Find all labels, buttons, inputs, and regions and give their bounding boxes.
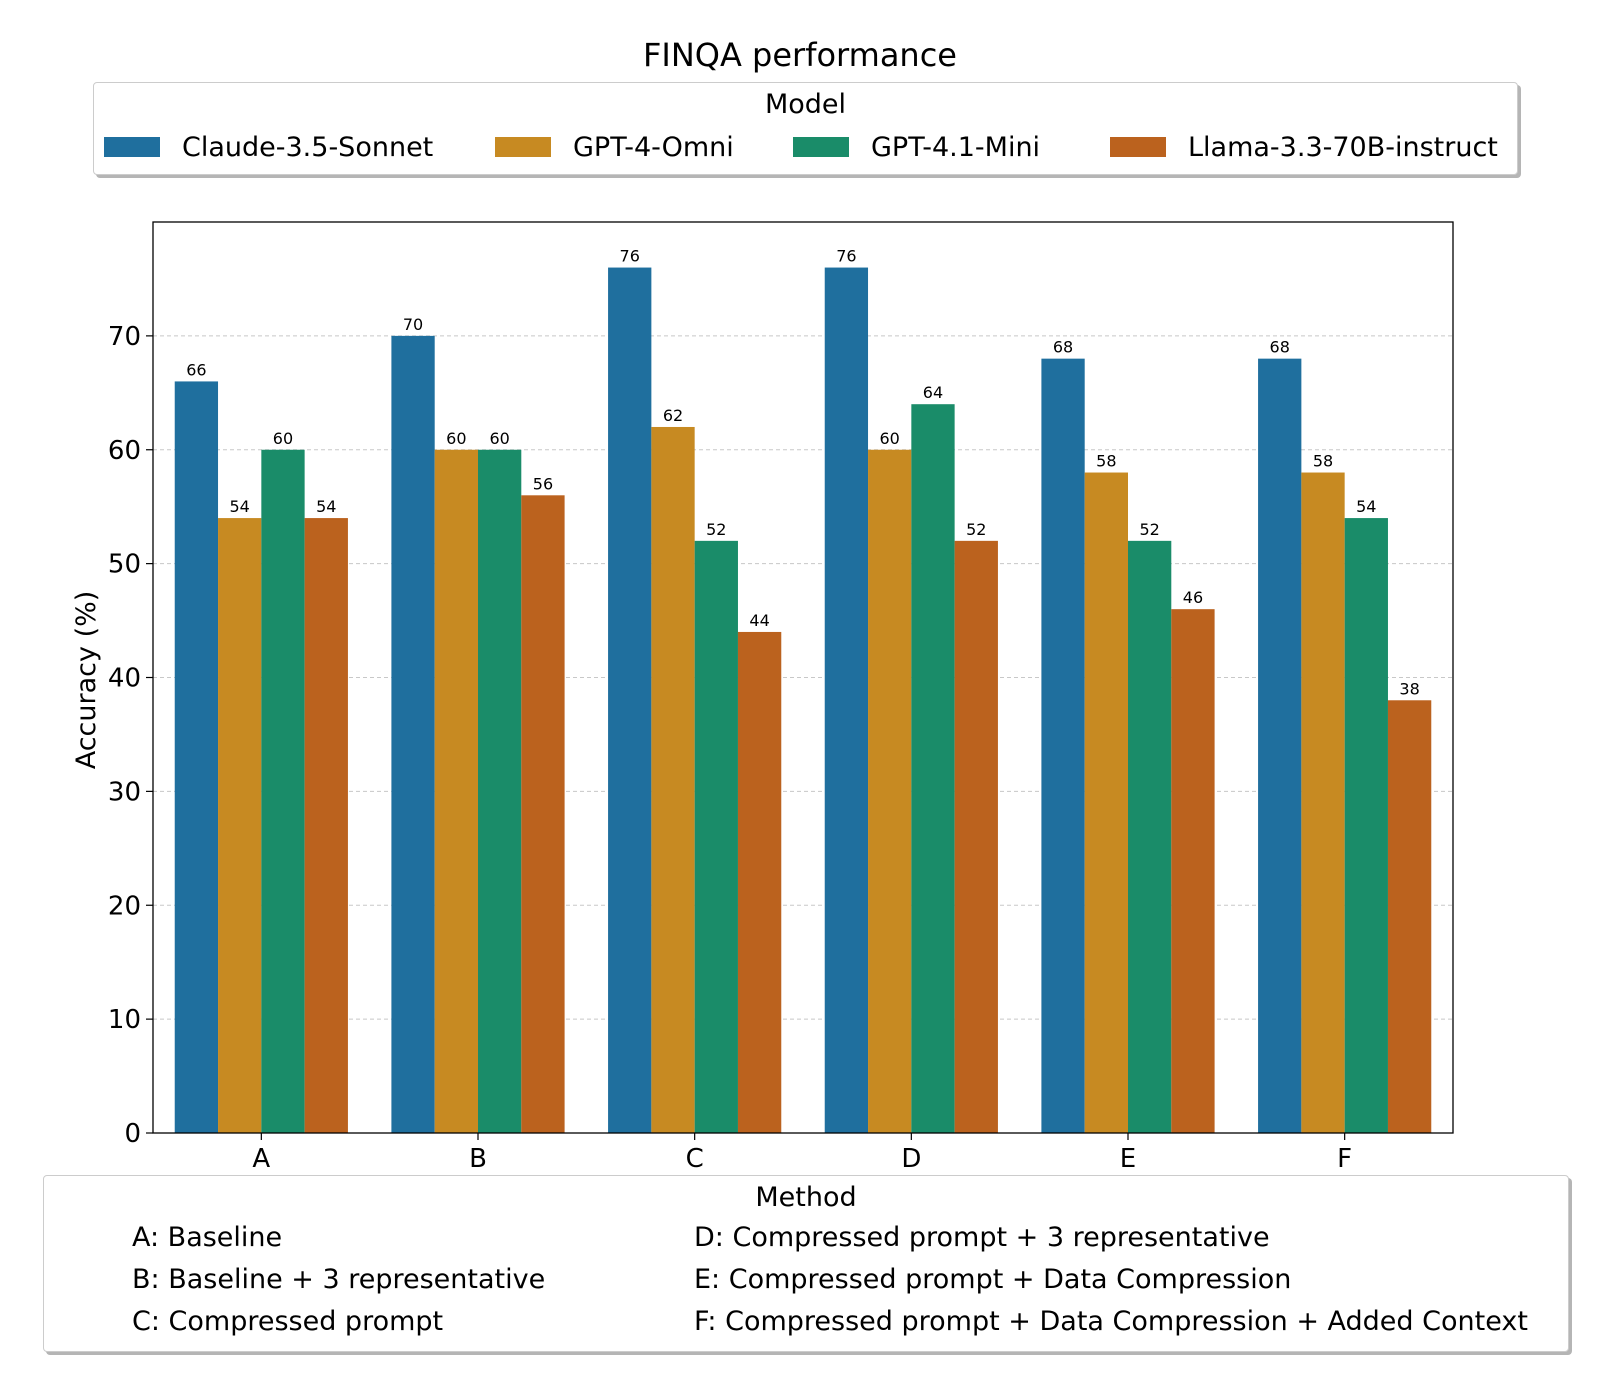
bar-F-1: [1301, 472, 1345, 1133]
x-tick-label-E: E: [1120, 1144, 1136, 1174]
value-label-B-0: 70: [403, 315, 423, 334]
bar-E-1: [1084, 472, 1128, 1133]
bar-B-1: [434, 449, 478, 1133]
value-label-A-3: 54: [316, 497, 336, 516]
x-tick-label-D: D: [901, 1144, 921, 1174]
legend-label-llama: Llama-3.3-70B-instruct: [1188, 131, 1498, 163]
legend-label-claude: Claude-3.5-Sonnet: [182, 131, 434, 163]
method-item-a: A: Baseline: [132, 1222, 283, 1253]
value-label-A-0: 66: [186, 360, 206, 379]
legend-item-llama: Llama-3.3-70B-instruct: [1110, 129, 1498, 165]
y-tick-label-50: 50: [108, 550, 141, 580]
value-label-C-3: 44: [749, 611, 769, 630]
value-label-F-2: 54: [1356, 497, 1376, 516]
y-tick-label-20: 20: [108, 891, 141, 921]
value-label-B-2: 60: [489, 429, 509, 448]
chart-title: FINQA performance: [643, 36, 957, 74]
bar-A-1: [218, 518, 262, 1133]
bar-E-2: [1128, 540, 1172, 1133]
value-label-D-0: 76: [836, 247, 856, 266]
bar-C-1: [651, 426, 695, 1134]
value-label-F-1: 58: [1313, 452, 1333, 471]
legend-item-gpt41mini: GPT-4.1-Mini: [793, 129, 1040, 165]
y-tick-label-10: 10: [108, 1005, 141, 1035]
value-label-B-3: 56: [533, 474, 553, 493]
model-legend-title: Model: [764, 89, 847, 120]
legend-label-gpt4o: GPT-4-Omni: [573, 131, 734, 163]
bar-A-2: [261, 449, 305, 1133]
y-tick-label-40: 40: [108, 664, 141, 694]
value-label-F-0: 68: [1270, 338, 1290, 357]
x-tick-label-A: A: [252, 1144, 270, 1174]
value-label-A-2: 60: [273, 429, 293, 448]
bar-B-0: [391, 335, 435, 1133]
legend-swatch-gpt4o: [495, 137, 551, 157]
axes: 0 10 20 30 40 50 60 70 A B C D E F: [108, 221, 1454, 1174]
value-label-E-3: 46: [1183, 588, 1203, 607]
bar-E-3: [1171, 609, 1215, 1133]
bar-D-3: [954, 540, 998, 1133]
y-axis-label: Accuracy (%): [71, 591, 102, 770]
value-label-C-2: 52: [706, 520, 726, 539]
value-label-F-3: 38: [1399, 679, 1419, 698]
value-label-E-2: 52: [1139, 520, 1159, 539]
value-label-C-0: 76: [620, 247, 640, 266]
bar-B-3: [521, 495, 565, 1133]
bar-A-0: [174, 381, 219, 1133]
y-tick-label-60: 60: [108, 436, 141, 466]
bar-F-3: [1387, 700, 1432, 1133]
value-label-E-0: 68: [1053, 338, 1073, 357]
bar-D-2: [911, 404, 955, 1133]
plot-frame: [152, 221, 1454, 1134]
method-legend-title: Method: [755, 1182, 857, 1213]
bar-A-3: [304, 518, 348, 1133]
value-label-D-1: 60: [880, 429, 900, 448]
method-item-b: B: Baseline + 3 representative: [132, 1264, 546, 1295]
x-tick-label-B: B: [469, 1144, 487, 1174]
legend-label-gpt41mini: GPT-4.1-Mini: [871, 131, 1041, 163]
value-labels: 66 54 60 54 70 60 60 56 76 62 52 44 76 60 64 52 68 58 52 46…: [186, 247, 1420, 699]
model-legend: Model Claude-3.5-Sonnet GPT-4-Omni GPT-4…: [93, 82, 1518, 175]
x-tick-label-F: F: [1337, 1144, 1352, 1174]
legend-swatch-llama: [1110, 137, 1166, 157]
bar-D-0: [824, 267, 869, 1133]
bar-B-2: [478, 449, 522, 1133]
method-item-f: F: Compressed prompt + Data Compression …: [694, 1306, 1528, 1337]
y-tick-label-70: 70: [108, 322, 141, 352]
legend-swatch-claude: [104, 137, 160, 157]
bar-C-3: [737, 631, 782, 1133]
bar-C-0: [608, 267, 652, 1133]
legend-swatch-gpt41mini: [793, 137, 849, 157]
bar-E-0: [1041, 358, 1085, 1133]
method-legend: Method A: Baseline B: Baseline + 3 repre…: [43, 1175, 1569, 1352]
gridlines: [153, 335, 1453, 1020]
bar-F-2: [1344, 518, 1388, 1133]
bar-D-1: [868, 449, 912, 1133]
bars: [174, 267, 1432, 1134]
value-label-D-3: 52: [966, 520, 986, 539]
value-label-B-1: 60: [446, 429, 466, 448]
method-item-c: C: Compressed prompt: [132, 1306, 444, 1337]
y-tick-label-0: 0: [124, 1119, 141, 1149]
value-label-E-1: 58: [1096, 452, 1116, 471]
legend-item-claude: Claude-3.5-Sonnet: [104, 129, 433, 165]
value-label-A-1: 54: [230, 497, 250, 516]
method-item-e: E: Compressed prompt + Data Compression: [694, 1264, 1292, 1295]
bar-C-2: [694, 540, 738, 1133]
value-label-D-2: 64: [923, 383, 943, 402]
x-tick-label-C: C: [686, 1144, 704, 1174]
value-label-C-1: 62: [663, 406, 683, 425]
legend-item-gpt4o: GPT-4-Omni: [495, 129, 734, 165]
y-tick-label-30: 30: [108, 777, 141, 807]
bar-F-0: [1258, 358, 1302, 1133]
method-item-d: D: Compressed prompt + 3 representative: [694, 1222, 1270, 1253]
